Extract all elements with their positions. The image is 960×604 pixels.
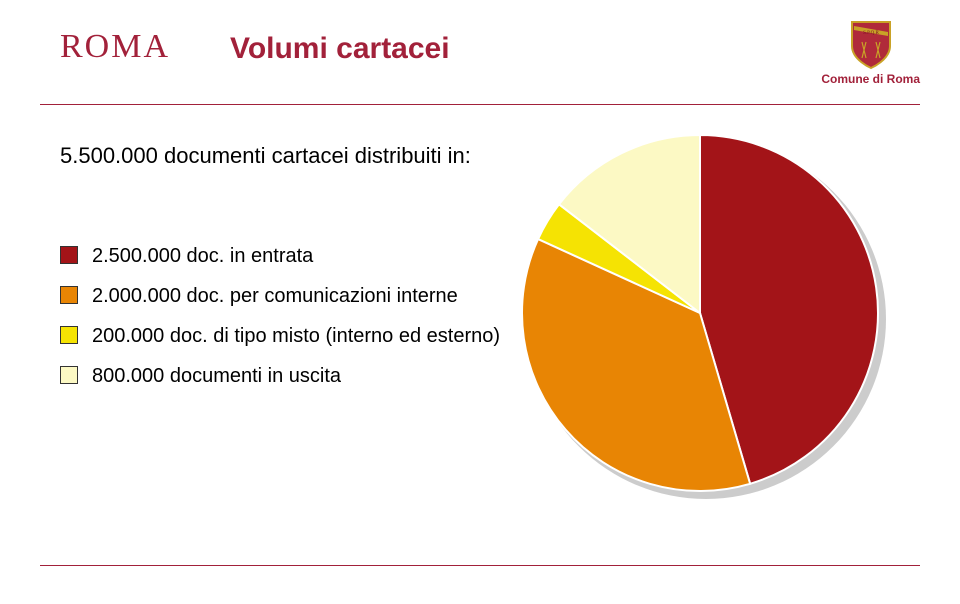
legend-swatch-1 — [60, 286, 78, 304]
comune-label: Comune di Roma — [821, 72, 920, 86]
intro-text: 5.500.000 documenti cartacei distribuiti… — [60, 143, 520, 169]
shield-banner-text: S.P.Q.R — [863, 31, 879, 36]
divider-bottom — [40, 565, 920, 566]
legend-row-3: 800.000 documenti in uscita — [60, 359, 520, 393]
legend-swatch-2 — [60, 326, 78, 344]
legend: 2.500.000 doc. in entrata 2.000.000 doc. … — [60, 239, 520, 393]
pie-svg — [520, 133, 880, 493]
legend-label-2: 200.000 doc. di tipo misto (interno ed e… — [92, 319, 520, 353]
content-area: 5.500.000 documenti cartacei distribuiti… — [0, 105, 960, 513]
comune-di-roma-logo: S.P.Q.R Comune di Roma — [821, 18, 920, 86]
legend-swatch-0 — [60, 246, 78, 264]
legend-swatch-3 — [60, 366, 78, 384]
legend-label-1: 2.000.000 doc. per comunicazioni interne — [92, 279, 520, 313]
pie-chart — [520, 133, 900, 513]
legend-row-0: 2.500.000 doc. in entrata — [60, 239, 520, 273]
legend-row-1: 2.000.000 doc. per comunicazioni interne — [60, 279, 520, 313]
legend-label-3: 800.000 documenti in uscita — [92, 359, 520, 393]
text-column: 5.500.000 documenti cartacei distribuiti… — [60, 133, 520, 513]
shield-icon: S.P.Q.R — [848, 18, 894, 70]
roma-logo: ROMA — [60, 28, 170, 66]
header: ROMA Volumi cartacei S.P.Q.R Comune di R… — [0, 0, 960, 96]
legend-label-0: 2.500.000 doc. in entrata — [92, 239, 520, 273]
legend-row-2: 200.000 doc. di tipo misto (interno ed e… — [60, 319, 520, 353]
page-title: Volumi cartacei — [230, 32, 450, 66]
